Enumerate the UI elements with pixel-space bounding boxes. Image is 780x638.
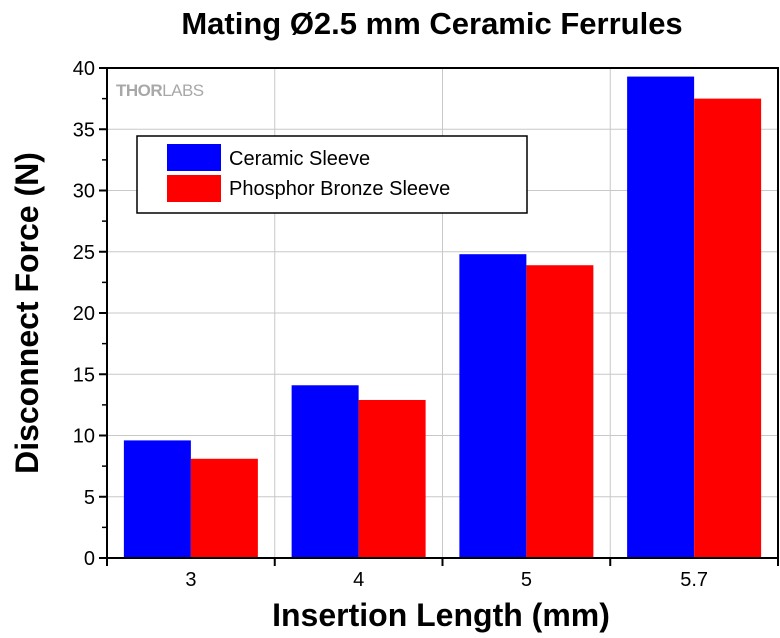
bars (123, 76, 762, 558)
legend-swatch-ceramic (167, 144, 221, 171)
x-tick-label: 3 (185, 569, 196, 591)
chart-title: Mating Ø2.5 mm Ceramic Ferrules (181, 6, 682, 41)
bar-ceramic-5 (459, 254, 527, 558)
bar-ceramic-4 (291, 385, 359, 558)
legend-swatch-phosphor-bronze (167, 175, 221, 202)
bar-ceramic-5.7 (627, 76, 695, 558)
y-tick-label: 40 (73, 58, 95, 80)
y-tick-label: 5 (84, 487, 95, 509)
x-tick-label: 4 (353, 569, 364, 591)
bar-phosphor-bronze-3 (190, 458, 258, 558)
legend-label-ceramic: Ceramic Sleeve (229, 148, 370, 170)
bar-phosphor-bronze-4 (358, 399, 426, 558)
x-tick-label: 5 (521, 569, 532, 591)
x-axis: 3 4 5 5.7 (106, 558, 779, 591)
bar-phosphor-bronze-5.7 (694, 98, 762, 558)
y-tick-label: 30 (73, 181, 95, 203)
y-tick-label: 25 (73, 242, 95, 264)
y-tick-label: 35 (73, 119, 95, 141)
legend: Ceramic Sleeve Phosphor Bronze Sleeve (136, 135, 528, 214)
legend-label-phosphor-bronze: Phosphor Bronze Sleeve (229, 178, 450, 200)
y-tick-label: 20 (73, 303, 95, 325)
bar-ceramic-3 (123, 440, 191, 558)
y-tick-label: 15 (73, 364, 95, 386)
x-axis-title: Insertion Length (mm) (272, 597, 610, 633)
thorlabs-watermark: THORLABS (116, 81, 204, 100)
y-axis-title: Disconnect Force (N) (9, 152, 45, 474)
bar-phosphor-bronze-5 (526, 265, 594, 558)
y-tick-label: 10 (73, 426, 95, 448)
x-tick-label: 5.7 (680, 569, 708, 591)
y-axis: 0 5 10 15 20 25 30 35 40 (73, 58, 107, 570)
y-tick-label: 0 (84, 548, 95, 570)
